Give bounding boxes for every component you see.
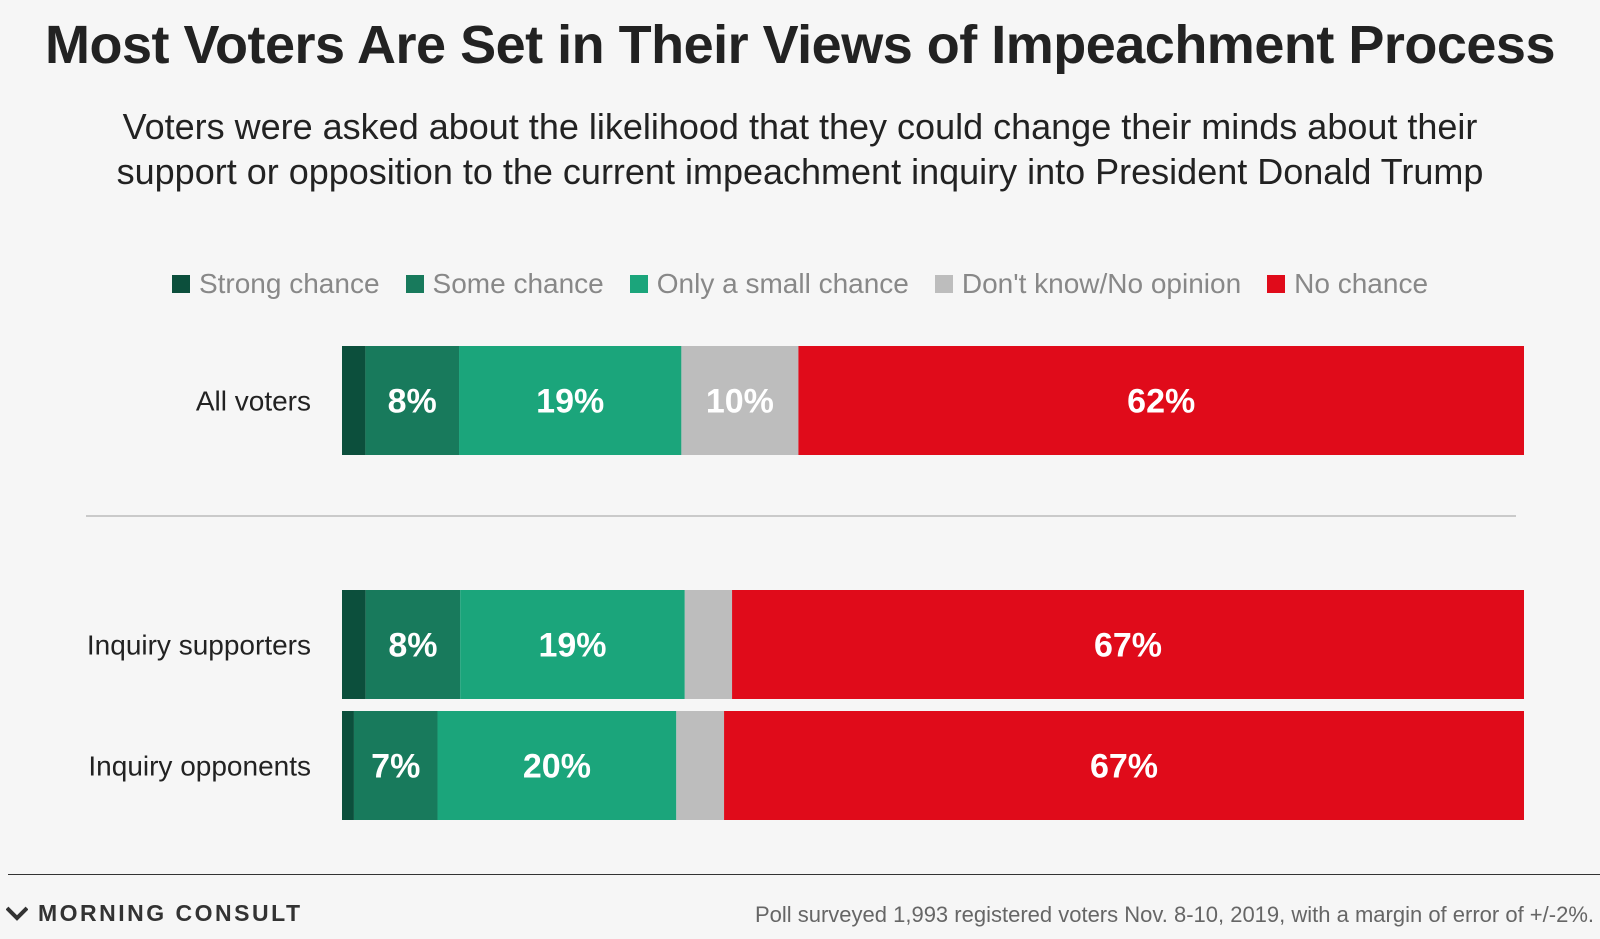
legend-swatch-small-chance — [629, 275, 648, 293]
bar-all-voters-strong-chance — [342, 346, 366, 455]
data-label-inquiry-supporters-no-chance: 67% — [1094, 627, 1162, 665]
data-label-inquiry-supporters-only-a-small-chance: 19% — [538, 627, 606, 665]
legend-item-no-chance: No chance — [1267, 268, 1428, 300]
legend-label-no-chance: No chance — [1294, 268, 1429, 299]
data-label-inquiry-supporters-some-chance: 8% — [388, 627, 437, 665]
legend-label-some-chance: Some chance — [432, 268, 604, 299]
legend-item-some-chance: Some chance — [405, 268, 604, 300]
legend-item-strong-chance: Strong chance — [171, 268, 380, 300]
data-label-inquiry-opponents-some-chance: 7% — [371, 748, 420, 786]
legend-label-dont-know: Don't know/No opinion — [961, 268, 1242, 299]
bar-all-voters-don-t-know-no-opinion — [681, 346, 799, 455]
data-label-inquiry-opponents-only-a-small-chance: 20% — [523, 748, 591, 786]
bar-inquiry-supporters-only-a-small-chance — [460, 590, 685, 699]
morning-consult-logo-icon — [6, 906, 28, 921]
legend-swatch-some-chance — [405, 275, 424, 293]
legend-swatch-no-chance — [1267, 275, 1286, 293]
legend-item-small-chance: Only a small chance — [629, 268, 909, 300]
stacked-bar-chart: All voters 8% 19% 10% 62% Inquiry supporters 8… — [86, 346, 1524, 820]
category-label-inquiry-opponents: Inquiry opponents — [88, 751, 311, 782]
brand-name: MORNING CONSULT — [38, 900, 303, 926]
data-label-all-voters-some-chance: 8% — [388, 383, 437, 421]
category-label-all-voters: All voters — [196, 386, 311, 417]
data-label-all-voters-no-chance: 62% — [1127, 383, 1195, 421]
bar-inquiry-opponents-don-t-know-no-opinion — [676, 711, 725, 820]
legend-label-small-chance: Only a small chance — [656, 268, 909, 299]
bar-inquiry-supporters-some-chance — [365, 590, 461, 699]
chart-legend: Strong chance Some chance Only a small c… — [0, 268, 1600, 300]
methodology-note: Poll surveyed 1,993 registered voters No… — [754, 902, 1594, 927]
subtitle-line-2: support or opposition to the current imp… — [116, 151, 1484, 192]
bar-inquiry-supporters-no-chance — [732, 590, 1524, 699]
legend-label-strong-chance: Strong chance — [198, 268, 380, 299]
bar-inquiry-opponents-strong-chance — [342, 711, 354, 820]
chart-subtitle: Voters were asked about the likelihood t… — [0, 104, 1600, 194]
bar-all-voters-only-a-small-chance — [459, 346, 682, 455]
bar-inquiry-opponents-some-chance — [353, 711, 438, 820]
bar-inquiry-opponents-no-chance — [724, 711, 1524, 820]
legend-swatch-dont-know — [934, 275, 953, 293]
legend-swatch-strong-chance — [171, 275, 190, 293]
legend-item-dont-know: Don't know/No opinion — [934, 268, 1242, 300]
bar-all-voters-no-chance — [798, 346, 1524, 455]
bar-inquiry-supporters-strong-chance — [342, 590, 366, 699]
bar-inquiry-opponents-only-a-small-chance — [437, 711, 677, 820]
chart-title: Most Voters Are Set in Their Views of Im… — [45, 15, 1555, 75]
data-label-inquiry-opponents-no-chance: 67% — [1090, 748, 1158, 786]
footer-divider — [8, 874, 1600, 875]
bar-all-voters-some-chance — [365, 346, 460, 455]
data-label-all-voters-don-t-know-no-opinion: 10% — [706, 383, 774, 421]
subtitle-line-1: Voters were asked about the likelihood t… — [122, 106, 1478, 147]
bar-inquiry-supporters-don-t-know-no-opinion — [684, 590, 733, 699]
brand-logo: MORNING CONSULT — [6, 900, 303, 927]
data-label-all-voters-only-a-small-chance: 19% — [536, 383, 604, 421]
category-label-inquiry-supporters: Inquiry supporters — [87, 630, 311, 661]
